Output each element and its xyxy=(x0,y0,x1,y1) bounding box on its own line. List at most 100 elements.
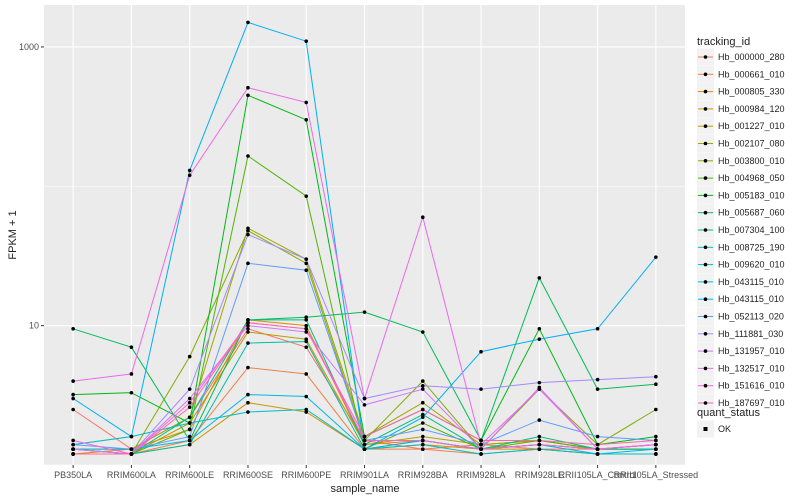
data-point xyxy=(304,194,309,198)
data-point xyxy=(362,403,367,407)
data-point xyxy=(420,330,425,334)
legend-item: Hb_005183_010 xyxy=(697,186,785,204)
legend-key-point xyxy=(703,210,708,215)
x-axis-title: sample_name xyxy=(330,483,399,495)
legend-label: Hb_132517_010 xyxy=(718,363,785,373)
legend-key-point xyxy=(703,297,708,302)
legend-item: Hb_043115_010 xyxy=(697,290,784,308)
legend-item: Hb_008725_190 xyxy=(697,238,785,256)
legend-item: Hb_132517_010 xyxy=(697,359,785,377)
legend-item: Hb_000984_120 xyxy=(697,100,785,118)
x-axis: PB350LA RRIM600LA RRIM600LE RRIM600SE RRIM60… xyxy=(54,465,698,480)
legend-key-point xyxy=(703,332,708,336)
data-point xyxy=(187,434,192,439)
data-point xyxy=(246,154,250,158)
legend-label: Hb_187697_010 xyxy=(718,398,785,408)
data-points xyxy=(71,20,658,456)
legend-key-square xyxy=(703,427,708,431)
data-point xyxy=(420,434,425,439)
data-point xyxy=(479,447,483,451)
data-point xyxy=(129,390,134,395)
x-tick-label: RRIM600LE xyxy=(165,470,214,480)
data-point xyxy=(246,228,250,233)
legend-item: Hb_052113_020 xyxy=(697,308,784,325)
legend-label: Hb_002107_080 xyxy=(718,139,785,149)
legend-item: Hb_000805_330 xyxy=(697,83,785,101)
data-point xyxy=(246,341,250,345)
data-point xyxy=(537,438,542,443)
data-point xyxy=(654,255,658,259)
data-point xyxy=(71,442,75,447)
data-point xyxy=(595,447,600,451)
data-point xyxy=(187,427,192,432)
data-point xyxy=(420,400,425,405)
legend-label: Hb_008725_190 xyxy=(718,242,785,252)
data-point xyxy=(187,415,192,420)
data-point xyxy=(71,407,75,412)
legend-label: Hb_043115_010 xyxy=(718,294,784,304)
data-point xyxy=(304,315,309,319)
legend-label: Hb_000805_330 xyxy=(718,87,785,97)
legend-title-quant-status: quant_status xyxy=(697,407,760,419)
legend-item: Hb_043115_010 xyxy=(697,273,784,291)
legend-key-point xyxy=(703,245,708,250)
data-point xyxy=(304,345,309,350)
legend-label: Hb_003800_010 xyxy=(718,156,785,166)
legend-label: Hb_007304_100 xyxy=(718,225,785,235)
data-point xyxy=(71,447,75,451)
data-point xyxy=(420,215,425,220)
data-point xyxy=(71,452,75,456)
legend-items: Hb_000000_280 Hb_000661_010 Hb_000805_330 H… xyxy=(697,48,785,412)
x-tick-label: RRII105LA_Control xyxy=(559,470,637,480)
data-point xyxy=(129,372,134,376)
data-point xyxy=(654,452,658,456)
legend-label: Hb_001227_010 xyxy=(718,121,785,131)
data-point xyxy=(479,452,483,456)
legend-key-point xyxy=(703,159,708,163)
data-point xyxy=(187,173,192,178)
legend-label: Hb_151616_010 xyxy=(718,381,785,391)
data-point xyxy=(187,442,192,447)
legend-key-point xyxy=(703,366,708,371)
legend-key-point xyxy=(703,262,708,267)
x-tick-label: RRIM600PE xyxy=(281,470,331,480)
legend-key-point xyxy=(703,89,708,94)
legend-label: Hb_000984_120 xyxy=(718,104,785,114)
data-point xyxy=(537,442,542,447)
data-point xyxy=(129,434,134,439)
x-tick-label: RRIM928LA xyxy=(457,470,506,480)
data-point xyxy=(595,326,600,331)
data-point xyxy=(304,100,309,105)
data-point xyxy=(362,438,367,443)
data-point xyxy=(304,39,309,43)
x-tick-label: RRIM928LE xyxy=(515,470,564,480)
data-point xyxy=(595,387,600,391)
legend-key-point xyxy=(703,349,708,353)
legend-item: Hb_007304_100 xyxy=(697,221,785,239)
data-point xyxy=(246,326,250,331)
data-point xyxy=(654,382,658,387)
data-point xyxy=(654,438,658,443)
data-point xyxy=(420,427,425,432)
data-point xyxy=(537,276,542,280)
data-point xyxy=(479,349,483,354)
data-point xyxy=(537,380,542,385)
data-point xyxy=(537,434,542,439)
data-point xyxy=(246,85,250,90)
legend-label: Hb_000000_280 xyxy=(718,52,785,62)
x-tick-label: RRII105LA_Stressed xyxy=(614,470,699,480)
legend-item: Hb_009620_010 xyxy=(697,256,785,274)
data-point xyxy=(595,442,600,447)
legend-key-point xyxy=(703,55,708,59)
data-point xyxy=(246,365,250,370)
data-point xyxy=(595,377,600,382)
data-point xyxy=(420,438,425,443)
data-point xyxy=(479,438,483,443)
data-point xyxy=(537,337,542,341)
data-point xyxy=(362,310,367,314)
data-point xyxy=(246,226,250,231)
data-point xyxy=(304,268,309,272)
legend-key-point xyxy=(703,383,708,388)
x-tick-label: RRIM600SE xyxy=(223,470,273,480)
